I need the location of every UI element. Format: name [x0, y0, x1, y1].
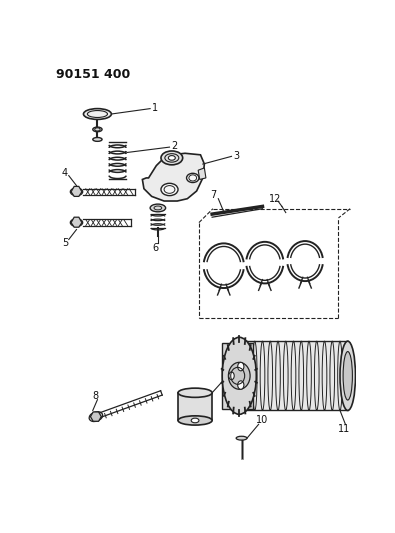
- Text: 10: 10: [256, 415, 268, 425]
- Ellipse shape: [70, 219, 83, 227]
- Text: 9: 9: [221, 368, 227, 378]
- Text: 8: 8: [92, 391, 98, 401]
- Polygon shape: [178, 393, 212, 421]
- Bar: [239, 341, 348, 410]
- Polygon shape: [222, 343, 253, 409]
- Polygon shape: [142, 154, 204, 201]
- Ellipse shape: [178, 416, 212, 425]
- Ellipse shape: [89, 411, 103, 422]
- Text: 90151 400: 90151 400: [56, 68, 130, 81]
- Polygon shape: [90, 412, 101, 421]
- Ellipse shape: [191, 418, 199, 423]
- Ellipse shape: [70, 188, 83, 196]
- Ellipse shape: [343, 352, 352, 400]
- Ellipse shape: [161, 183, 178, 196]
- Ellipse shape: [238, 381, 244, 389]
- Polygon shape: [198, 168, 206, 180]
- Ellipse shape: [236, 436, 247, 440]
- Text: 3: 3: [233, 151, 239, 160]
- Ellipse shape: [186, 173, 199, 182]
- Ellipse shape: [228, 362, 250, 389]
- Ellipse shape: [93, 127, 102, 132]
- Polygon shape: [71, 217, 82, 227]
- Ellipse shape: [168, 156, 175, 160]
- Polygon shape: [71, 187, 82, 196]
- Text: 5: 5: [62, 238, 68, 248]
- Ellipse shape: [83, 109, 111, 119]
- Text: 12: 12: [269, 193, 281, 204]
- Ellipse shape: [229, 372, 234, 379]
- Ellipse shape: [93, 138, 102, 141]
- Ellipse shape: [238, 362, 244, 371]
- Text: 4: 4: [62, 167, 68, 177]
- Text: 6: 6: [152, 243, 159, 253]
- Ellipse shape: [178, 388, 212, 398]
- Text: 2: 2: [171, 141, 177, 151]
- Ellipse shape: [222, 337, 256, 414]
- Ellipse shape: [150, 204, 166, 212]
- Ellipse shape: [161, 151, 182, 165]
- Text: 11: 11: [338, 424, 350, 434]
- Text: 7: 7: [211, 190, 217, 200]
- Text: 1: 1: [152, 103, 158, 113]
- Ellipse shape: [340, 341, 356, 410]
